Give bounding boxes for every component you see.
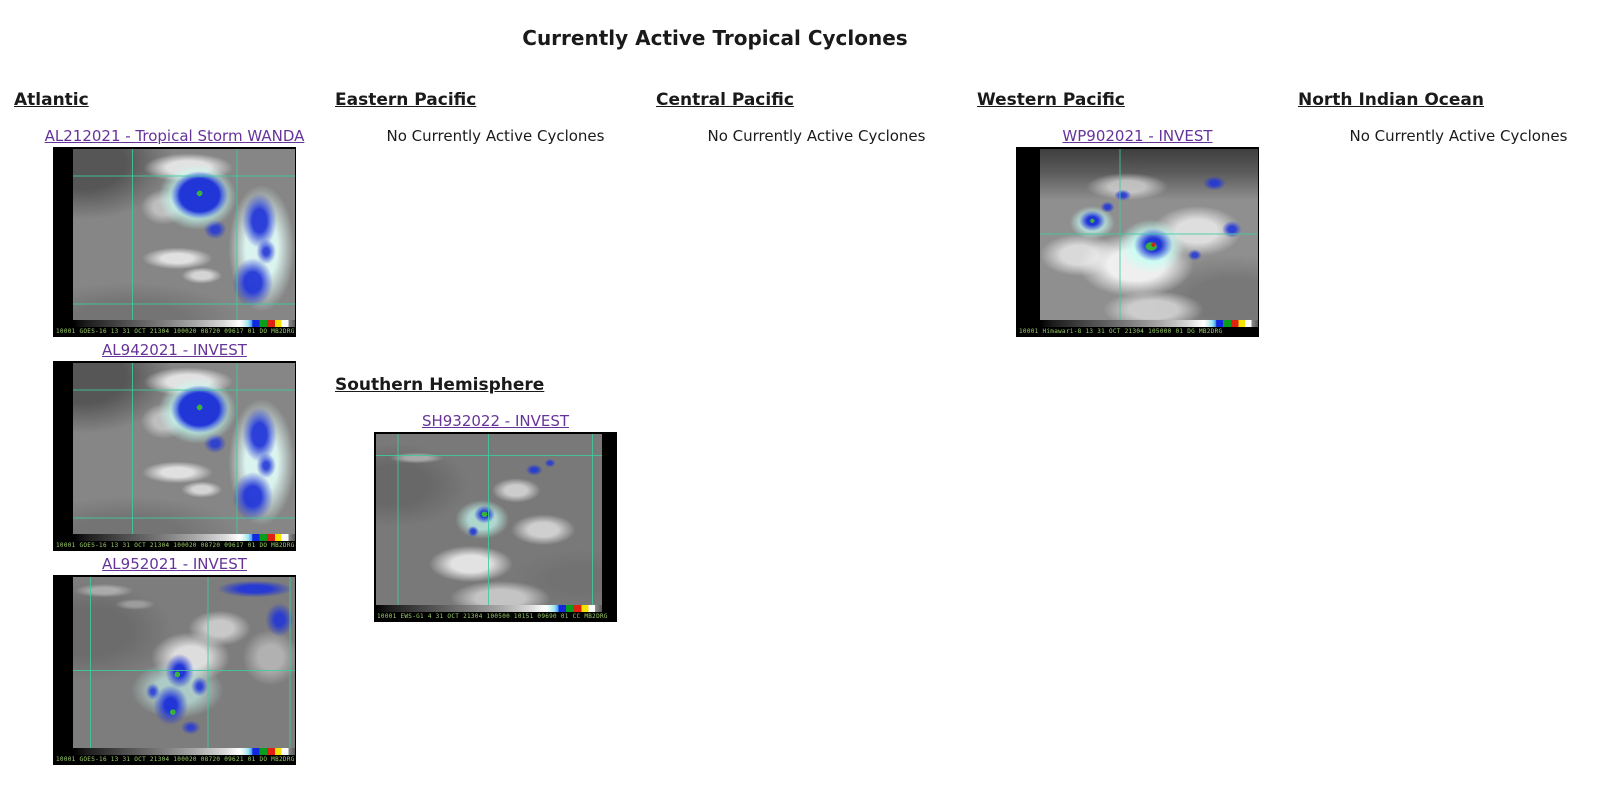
basin-header-southern-hemisphere: Southern Hemisphere: [335, 375, 545, 395]
storm-entry-sh932022: SH932022 - INVEST 10001 EWS-G1 4 31 OCT …: [335, 411, 656, 622]
enhancement-colorbar: [1040, 320, 1258, 327]
storm-link-al942021[interactable]: AL942021 - INVEST: [102, 341, 247, 359]
storm-entry-al212021: AL212021 - Tropical Storm WANDA 10001 GO…: [14, 126, 335, 337]
basin-header-eastern-pacific: Eastern Pacific: [335, 90, 477, 110]
western-pacific-storm-list: WP902021 - INVEST 10001 Himawari-8 13 31…: [977, 126, 1298, 337]
basin-header-western-pacific: Western Pacific: [977, 90, 1125, 110]
enhancement-colorbar: [376, 605, 602, 612]
storm-link-sh932022[interactable]: SH932022 - INVEST: [421, 412, 570, 430]
column-north-indian-ocean: North Indian Ocean No Currently Active C…: [1298, 90, 1610, 145]
satellite-annotation-text: 10001 Himawari-8 13 31 OCT 21304 105000 …: [1019, 328, 1223, 335]
enhancement-colorbar: [73, 534, 295, 541]
column-eastern-pacific: Eastern Pacific No Currently Active Cycl…: [335, 90, 656, 625]
column-central-pacific: Central Pacific No Currently Active Cycl…: [656, 90, 977, 145]
page-title: Currently Active Tropical Cyclones: [522, 26, 908, 50]
satellite-image-al952021[interactable]: 10001 GOES-16 13 31 OCT 21304 100020 087…: [53, 575, 296, 765]
satellite-annotation-text: 10001 GOES-16 13 31 OCT 21304 100020 087…: [56, 756, 295, 763]
basin-header-central-pacific: Central Pacific: [656, 90, 794, 110]
satellite-cloud-field: [1040, 149, 1258, 320]
storm-link-wp902021[interactable]: WP902021 - INVEST: [1062, 127, 1213, 145]
satellite-annotation-text: 10001 GOES-16 13 31 OCT 21304 100020 087…: [56, 328, 295, 335]
satellite-cloud-field: [73, 577, 295, 748]
satellite-cloud-field: [73, 149, 295, 320]
satellite-cloud-field: [73, 363, 295, 534]
status-eastern-pacific: No Currently Active Cyclones: [386, 127, 605, 145]
satellite-image-al212021[interactable]: 10001 GOES-16 13 31 OCT 21304 100020 087…: [53, 147, 296, 337]
enhancement-colorbar: [73, 320, 295, 327]
basin-columns: Atlantic AL212021 - Tropical Storm WANDA…: [0, 90, 1610, 768]
satellite-image-sh932022[interactable]: 10001 EWS-G1 4 31 OCT 21304 100500 10151…: [374, 432, 617, 622]
storm-link-al952021[interactable]: AL952021 - INVEST: [102, 555, 247, 573]
status-north-indian-ocean: No Currently Active Cyclones: [1349, 127, 1568, 145]
section-southern-hemisphere: Southern Hemisphere SH932022 - INVEST 10…: [335, 375, 656, 622]
storm-entry-wp902021: WP902021 - INVEST 10001 Himawari-8 13 31…: [977, 126, 1298, 337]
storm-link-al212021[interactable]: AL212021 - Tropical Storm WANDA: [44, 127, 305, 145]
satellite-image-wp902021[interactable]: 10001 Himawari-8 13 31 OCT 21304 105000 …: [1016, 147, 1259, 337]
satellite-annotation-text: 10001 EWS-G1 4 31 OCT 21304 100500 10151…: [377, 613, 608, 620]
basin-header-north-indian-ocean: North Indian Ocean: [1298, 90, 1484, 110]
storm-entry-al942021: AL942021 - INVEST 10001 GOES-16 13 31 OC…: [14, 340, 335, 551]
column-western-pacific: Western Pacific WP902021 - INVEST 10001 …: [977, 90, 1298, 340]
basin-header-atlantic: Atlantic: [14, 90, 89, 110]
satellite-annotation-text: 10001 GOES-16 13 31 OCT 21304 100020 087…: [56, 542, 295, 549]
column-atlantic: Atlantic AL212021 - Tropical Storm WANDA…: [14, 90, 335, 768]
southern-hemisphere-storm-list: SH932022 - INVEST 10001 EWS-G1 4 31 OCT …: [335, 411, 656, 622]
enhancement-colorbar: [73, 748, 295, 755]
atlantic-storm-list: AL212021 - Tropical Storm WANDA 10001 GO…: [14, 126, 335, 765]
storm-entry-al952021: AL952021 - INVEST 10001 GOES-16 13 31 OC…: [14, 554, 335, 765]
status-central-pacific: No Currently Active Cyclones: [707, 127, 926, 145]
satellite-image-al942021[interactable]: 10001 GOES-16 13 31 OCT 21304 100020 087…: [53, 361, 296, 551]
satellite-cloud-field: [376, 434, 602, 605]
